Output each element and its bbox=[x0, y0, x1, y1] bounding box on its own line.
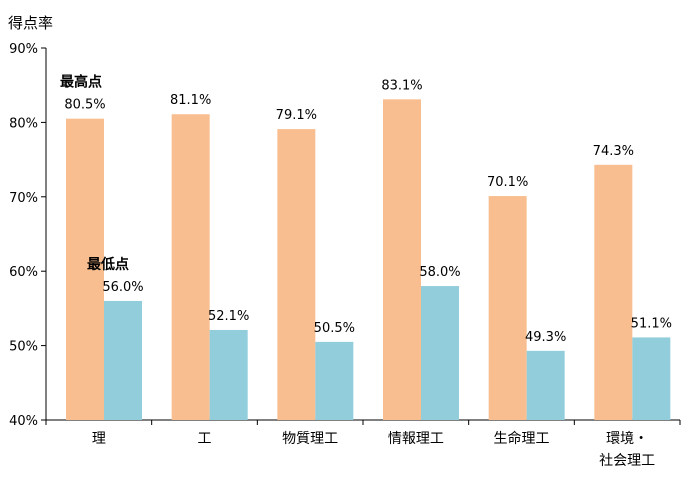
series-name-label: 最高点 bbox=[60, 74, 102, 91]
bar-max-2 bbox=[277, 129, 316, 420]
y-tick-label: 70% bbox=[9, 191, 38, 206]
data-label: 70.1% bbox=[487, 175, 528, 190]
data-label: 50.5% bbox=[314, 321, 355, 336]
bar-min-1 bbox=[209, 329, 248, 420]
data-label: 56.0% bbox=[102, 280, 143, 295]
x-tick-label: 情報理工 bbox=[388, 431, 444, 447]
bar-min-2 bbox=[315, 341, 354, 420]
data-label: 52.1% bbox=[208, 309, 249, 324]
x-tick-label: 物質理工 bbox=[282, 431, 338, 447]
x-tick-label: 工 bbox=[198, 431, 212, 447]
bar-max-3 bbox=[383, 99, 421, 420]
y-tick-label: 90% bbox=[9, 42, 38, 57]
bar-min-5 bbox=[632, 337, 671, 420]
data-label: 83.1% bbox=[381, 78, 422, 93]
data-label: 58.0% bbox=[419, 265, 460, 280]
x-tick-label: 生命理工 bbox=[494, 430, 550, 447]
series-name-label: 最低点 bbox=[87, 256, 129, 273]
y-tick-label: 80% bbox=[9, 116, 38, 131]
bar-max-4 bbox=[488, 196, 527, 420]
x-tick-label: 社会理工 bbox=[599, 453, 655, 469]
data-label: 51.1% bbox=[631, 316, 672, 331]
chart-axes: 40% 50% 60% 70% 80% 90% bbox=[9, 42, 681, 429]
chart-labels: 理 工 物質理工 情報理工 生命理工 環境・社会理工 80.5% 81.1% 79.1% 83.1… bbox=[60, 74, 672, 469]
y-tick-label: 60% bbox=[9, 265, 38, 280]
bar-max-1 bbox=[171, 114, 210, 420]
bar-min-3 bbox=[421, 286, 459, 420]
bar-min-4 bbox=[526, 350, 565, 420]
bar-min-0 bbox=[104, 300, 142, 420]
bar-max-5 bbox=[594, 164, 633, 420]
data-label: 79.1% bbox=[276, 108, 317, 123]
y-tick-label: 50% bbox=[9, 340, 38, 355]
y-axis-label: 得点率 bbox=[8, 14, 53, 32]
data-label: 81.1% bbox=[170, 93, 211, 108]
bar-max-0 bbox=[66, 118, 104, 421]
data-label: 74.3% bbox=[593, 144, 634, 159]
y-tick-label: 40% bbox=[9, 414, 38, 429]
data-label: 80.5% bbox=[64, 98, 105, 113]
x-tick-label: 理 bbox=[92, 431, 106, 447]
chart-bars bbox=[66, 99, 671, 421]
x-tick-label: 環境・ bbox=[606, 431, 648, 447]
data-label: 49.3% bbox=[525, 330, 566, 345]
